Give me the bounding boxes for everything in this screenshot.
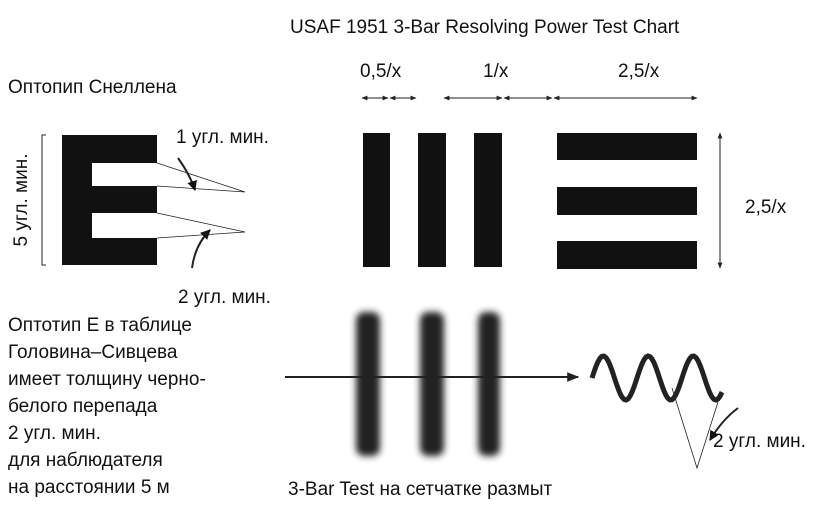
arrow: [191, 229, 211, 269]
title: USAF 1951 3-Bar Resolving Power Test Cha…: [290, 17, 680, 38]
description: Оптотип Е в таблице Головина–Сивцева име…: [8, 315, 206, 498]
desc-line: для наблюдателя: [8, 450, 163, 471]
desc-line: 2 угл. мин.: [8, 423, 101, 444]
dim-label: 0,5/x: [360, 61, 402, 82]
arrow: [177, 157, 197, 191]
angle-lines: [156, 162, 246, 239]
desc-line: на расстоянии 5 м: [8, 477, 170, 498]
wave: [589, 353, 725, 403]
desc-line: имеет толщину черно-: [8, 369, 206, 390]
dim-label: 2,5/x: [618, 61, 660, 82]
label-2: 2 угл. мин.: [178, 287, 271, 308]
bars: [363, 133, 697, 269]
dim-label: 1/x: [483, 61, 509, 82]
dim-arrows: [361, 95, 723, 269]
desc-line: Оптотип Е в таблице: [8, 315, 192, 336]
arrow: [709, 407, 739, 441]
bracket: [41, 134, 46, 266]
blurred-bars: [356, 312, 500, 456]
dim-label: 2,5/x: [745, 197, 787, 218]
desc-line: белого перепада: [8, 396, 158, 417]
wave-label: 2 угл. мин.: [713, 431, 806, 452]
desc-line: Головина–Сивцева: [8, 342, 178, 363]
caption: 3-Bar Test на сетчатке размыт: [288, 479, 552, 500]
label-1: 1 угл. мин.: [176, 127, 269, 148]
snellen-title: Оптопип Снеллена: [8, 77, 177, 98]
label-5: 5 угл. мин.: [11, 154, 32, 247]
angle-lines: [671, 387, 719, 470]
snellen-e: [62, 135, 157, 265]
